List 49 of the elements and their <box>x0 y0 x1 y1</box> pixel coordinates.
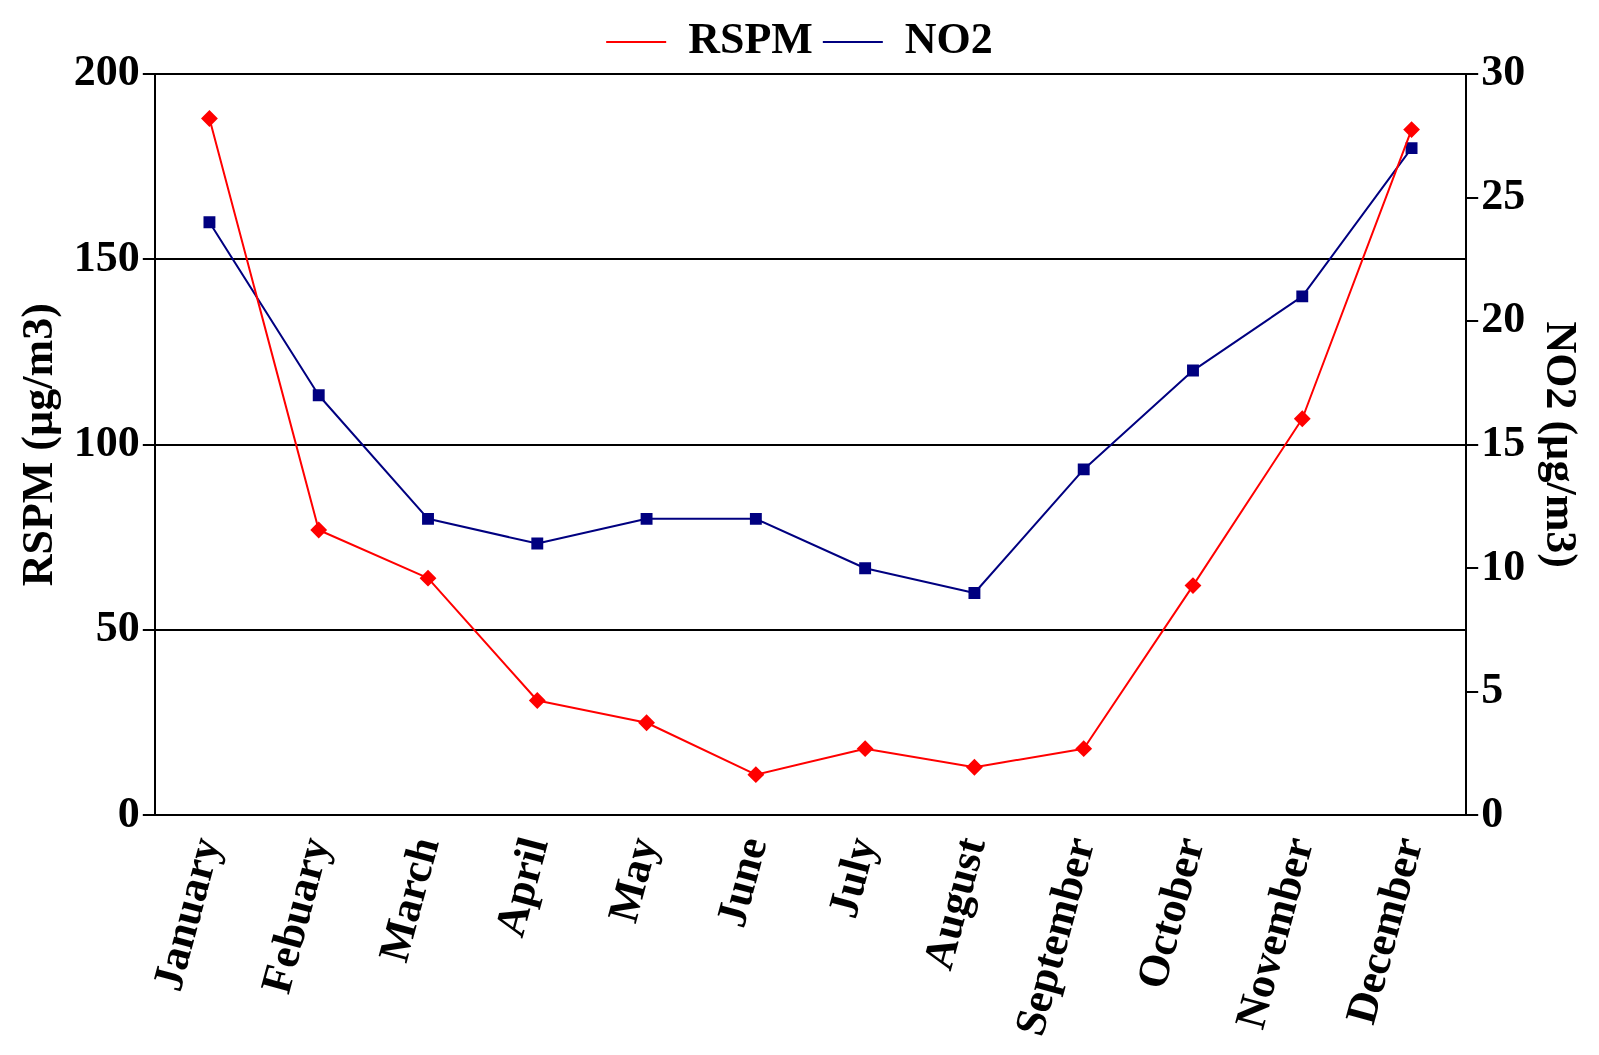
y2-tick-label: 20 <box>1481 293 1526 343</box>
point <box>968 587 981 599</box>
point <box>1294 410 1311 427</box>
x-tick-label: October <box>1126 832 1214 994</box>
point <box>1077 463 1090 476</box>
x-tick-label: April <box>484 832 558 942</box>
x-tick-label: March <box>368 832 449 967</box>
point <box>859 562 872 575</box>
x-tick-label: July <box>817 832 886 923</box>
point <box>203 216 216 229</box>
point <box>747 766 764 783</box>
point <box>749 512 762 525</box>
x-tick-label: May <box>597 832 668 928</box>
y-tick-label: 150 <box>73 231 140 281</box>
point <box>420 570 437 587</box>
point <box>1405 142 1418 155</box>
point <box>529 692 546 709</box>
x-tick-label: Febuary <box>250 832 340 999</box>
point <box>422 512 434 525</box>
y-axis-title: RSPM (µg/m3) <box>12 303 62 587</box>
point <box>638 714 655 731</box>
point <box>310 521 327 538</box>
x-tick-label: June <box>705 832 777 933</box>
y2-tick-label: 30 <box>1481 46 1526 96</box>
point <box>1403 121 1420 138</box>
point <box>531 537 544 550</box>
point <box>312 389 325 402</box>
y2-tick-label: 5 <box>1481 664 1504 714</box>
y2-tick-label: 15 <box>1481 417 1526 467</box>
point <box>966 759 983 776</box>
point <box>1187 364 1199 377</box>
x-tick-label: January <box>142 832 231 996</box>
point <box>1184 577 1201 594</box>
y2-tick-label: 25 <box>1481 169 1526 219</box>
point <box>640 512 653 525</box>
y2-axis-title: NO2 (µg/m3) <box>1537 321 1587 568</box>
y2-tick-label: 10 <box>1481 540 1526 590</box>
y-tick-label: 50 <box>95 602 140 652</box>
y-tick-label: 0 <box>117 787 140 837</box>
y2-tick-label: 0 <box>1481 787 1504 837</box>
legend-label: RSPM <box>688 14 813 64</box>
y-tick-label: 200 <box>73 46 140 96</box>
point <box>857 740 874 757</box>
point <box>1296 290 1309 303</box>
x-tick-label: August <box>912 831 996 975</box>
y-tick-label: 100 <box>73 417 140 467</box>
point <box>201 110 218 127</box>
point <box>1075 740 1092 757</box>
legend-label: NO2 <box>904 14 993 64</box>
